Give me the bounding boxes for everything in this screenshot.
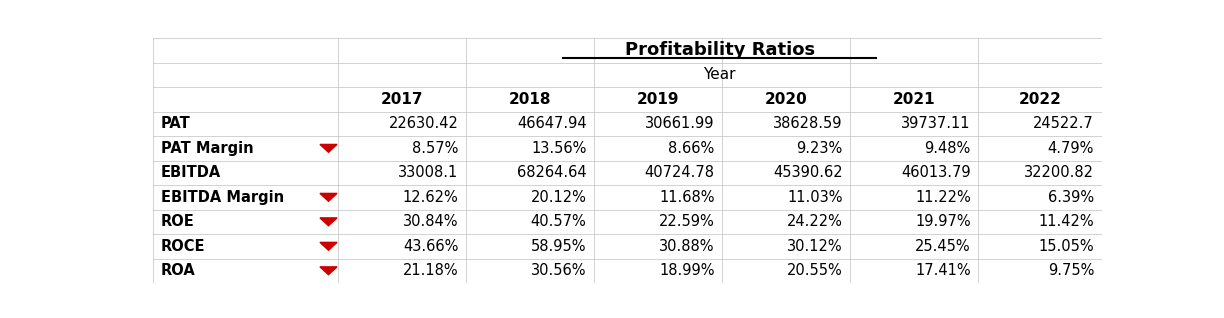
Text: 46013.79: 46013.79 <box>901 165 971 180</box>
Text: 8.66%: 8.66% <box>668 141 715 156</box>
Text: 58.95%: 58.95% <box>531 239 586 254</box>
Text: Year: Year <box>704 67 736 82</box>
Text: 11.03%: 11.03% <box>787 190 842 205</box>
Text: 32200.82: 32200.82 <box>1024 165 1094 180</box>
Text: 12.62%: 12.62% <box>403 190 459 205</box>
Text: 2019: 2019 <box>636 92 679 107</box>
Text: 11.68%: 11.68% <box>659 190 715 205</box>
Text: Profitability Ratios: Profitability Ratios <box>624 41 815 59</box>
Text: EBITDA: EBITDA <box>160 165 220 180</box>
Text: 2018: 2018 <box>509 92 551 107</box>
Text: 30661.99: 30661.99 <box>645 116 715 131</box>
Text: 9.75%: 9.75% <box>1048 263 1094 278</box>
Text: 25.45%: 25.45% <box>916 239 971 254</box>
Polygon shape <box>319 267 337 275</box>
Text: 8.57%: 8.57% <box>412 141 459 156</box>
Text: 21.18%: 21.18% <box>403 263 459 278</box>
Text: 11.22%: 11.22% <box>916 190 971 205</box>
Polygon shape <box>319 242 337 250</box>
Text: 4.79%: 4.79% <box>1048 141 1094 156</box>
Text: 2021: 2021 <box>894 92 935 107</box>
Text: 20.12%: 20.12% <box>531 190 586 205</box>
Text: 24.22%: 24.22% <box>787 214 842 229</box>
Text: 45390.62: 45390.62 <box>774 165 842 180</box>
Text: 30.88%: 30.88% <box>659 239 715 254</box>
Text: 6.39%: 6.39% <box>1048 190 1094 205</box>
Text: 22630.42: 22630.42 <box>388 116 459 131</box>
Text: PAT Margin: PAT Margin <box>160 141 253 156</box>
Polygon shape <box>319 193 337 201</box>
Polygon shape <box>319 218 337 226</box>
Text: ROA: ROA <box>160 263 196 278</box>
Text: 68264.64: 68264.64 <box>517 165 586 180</box>
Text: 18.99%: 18.99% <box>659 263 715 278</box>
Text: 30.84%: 30.84% <box>403 214 459 229</box>
Text: 11.42%: 11.42% <box>1038 214 1094 229</box>
Text: 17.41%: 17.41% <box>916 263 971 278</box>
Text: 2017: 2017 <box>381 92 424 107</box>
Text: PAT: PAT <box>160 116 191 131</box>
Text: 33008.1: 33008.1 <box>398 165 459 180</box>
Text: 39737.11: 39737.11 <box>901 116 971 131</box>
Text: 13.56%: 13.56% <box>531 141 586 156</box>
Text: 24522.7: 24522.7 <box>1033 116 1094 131</box>
Text: 22.59%: 22.59% <box>659 214 715 229</box>
Text: 40.57%: 40.57% <box>531 214 586 229</box>
Text: ROCE: ROCE <box>160 239 206 254</box>
Text: 20.55%: 20.55% <box>787 263 842 278</box>
Text: ROE: ROE <box>160 214 195 229</box>
Text: 46647.94: 46647.94 <box>517 116 586 131</box>
Text: 43.66%: 43.66% <box>403 239 459 254</box>
Text: 2022: 2022 <box>1018 92 1061 107</box>
Text: 30.56%: 30.56% <box>531 263 586 278</box>
Text: 2020: 2020 <box>765 92 808 107</box>
Text: 40724.78: 40724.78 <box>645 165 715 180</box>
Text: EBITDA Margin: EBITDA Margin <box>160 190 284 205</box>
Polygon shape <box>319 144 337 152</box>
Text: 15.05%: 15.05% <box>1038 239 1094 254</box>
Text: 38628.59: 38628.59 <box>774 116 842 131</box>
Text: 9.48%: 9.48% <box>924 141 971 156</box>
Text: 30.12%: 30.12% <box>787 239 842 254</box>
Text: 9.23%: 9.23% <box>797 141 842 156</box>
Text: 19.97%: 19.97% <box>916 214 971 229</box>
